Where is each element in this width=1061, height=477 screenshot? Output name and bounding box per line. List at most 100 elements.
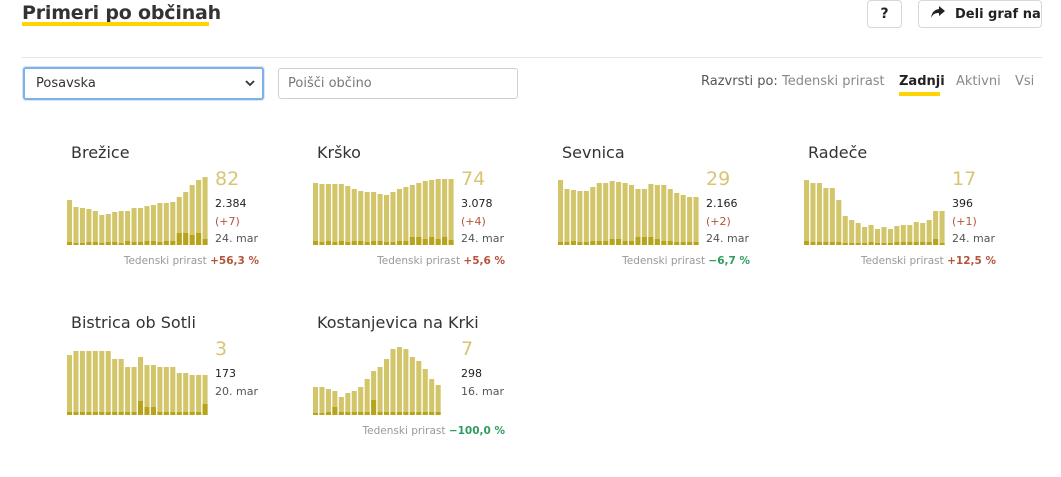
sort-option-last[interactable]: Zadnji [899,74,945,89]
total-cases: 2.384 [215,197,247,210]
chart-bar [86,209,92,245]
chart-bar [855,223,861,245]
chart-bar [364,379,370,415]
weekly-growth: Tedenski prirast −100,0 % [363,425,505,437]
sort-selected-underline [899,92,940,96]
chart-bar [163,367,169,415]
chart-bar-new [887,243,893,245]
last-date: 24. mar [706,232,749,245]
chart-bar-new [183,412,189,415]
chart-bar-new [163,241,169,245]
chart-bar [79,351,85,415]
chart-bar [170,202,176,245]
chart-bar [836,200,842,245]
chart-bar [416,183,422,245]
municipality-card[interactable]: Brežice 82 2.384 (+7) 24. mar Tedenski priras… [67,143,311,293]
chart-bar-new [829,242,835,245]
chart-bar-new [816,242,822,245]
cases-bar-chart [67,351,208,415]
chart-bar [435,385,441,415]
chart-bar [823,188,829,245]
chart-bar [351,391,357,415]
cases-bar-chart [313,347,441,415]
chart-bar [319,184,325,245]
chart-bar [92,351,98,415]
chart-bar-new [319,242,325,245]
chart-bar [926,220,932,245]
chart-bar [939,211,945,245]
chart-bar-new [67,412,73,415]
chart-bar-new [442,237,448,245]
chart-bar-new [416,412,422,415]
daily-delta: (+1) [952,215,977,228]
chart-bar-new [105,242,111,245]
search-input[interactable] [278,68,518,99]
chart-bar [868,225,874,245]
municipality-card[interactable]: Radeče 17 396 (+1) 24. mar Tedenski prirast +… [804,143,1048,293]
active-cases: 82 [215,168,240,190]
sort-option-active[interactable]: Aktivni [956,74,1001,89]
chart-bar [150,205,156,245]
chart-bar-new [202,239,208,245]
chart-bar-new [144,407,150,415]
chart-bar-new [170,241,176,245]
chart-bar [429,379,435,415]
chart-bar-new [390,242,396,245]
chart-bar [345,186,351,245]
chart-bar [345,393,351,415]
chart-bar-new [183,233,189,245]
chart-bar [448,179,454,245]
chart-bar-new [157,242,163,245]
chart-bar [816,183,822,245]
chart-bar [435,179,441,245]
chart-bar-new [112,242,118,245]
municipality-card[interactable]: Sevnica 29 2.166 (+2) 24. mar Tedenski priras… [558,143,802,293]
chart-bar [384,359,390,415]
share-button[interactable]: Deli graf na [918,0,1042,28]
municipality-card[interactable]: Krško 74 3.078 (+4) 24. mar Tedenski prirast … [313,143,557,293]
chart-bar-new [661,241,667,245]
chart-bar [325,389,331,415]
municipality-name: Brežice [71,143,130,162]
chart-bar [862,227,868,245]
chart-bar [79,208,85,245]
chart-bar [332,391,338,415]
chart-bar-new [325,412,331,415]
chart-bar-new [577,242,583,245]
chart-bar-new [881,243,887,245]
chart-bar [338,397,344,415]
chart-bar [829,188,835,245]
chart-bar [183,373,189,415]
chart-bar-new [590,241,596,245]
municipality-card[interactable]: Kostanjevica na Krki 7 298 16. mar Tedenski … [313,313,557,463]
chart-bar [429,180,435,245]
chart-bar [396,347,402,415]
chart-bar-new [86,242,92,245]
chart-bar-new [332,407,338,415]
region-select[interactable]: Posavska [23,67,264,100]
chart-bar-new [345,412,351,415]
active-cases: 3 [215,338,228,360]
chart-bar [390,192,396,245]
chart-bar-new [345,242,351,245]
chart-bar-new [313,413,319,415]
chart-bar [396,189,402,245]
chart-bar [371,192,377,245]
chart-bar-new [86,412,92,415]
cases-bar-chart [558,180,699,245]
sort-option-weekly[interactable]: Tedenski prirast [782,74,885,89]
chart-bar [371,371,377,415]
sort-option-all[interactable]: Vsi [1015,74,1035,89]
chart-bar-new [189,412,195,415]
weekly-growth-label: Tedenski prirast [362,425,449,437]
chart-bar-new [823,242,829,245]
cases-bar-chart [804,180,945,245]
chart-bar [648,184,654,245]
chart-bar [900,225,906,245]
municipality-card[interactable]: Bistrica ob Sotli 3 173 20. mar [67,313,311,463]
chart-bar-new [118,243,124,245]
chart-bar [125,367,131,415]
chart-bar [403,349,409,415]
help-button[interactable]: ? [867,0,902,28]
weekly-growth-value: −6,7 % [708,255,750,267]
